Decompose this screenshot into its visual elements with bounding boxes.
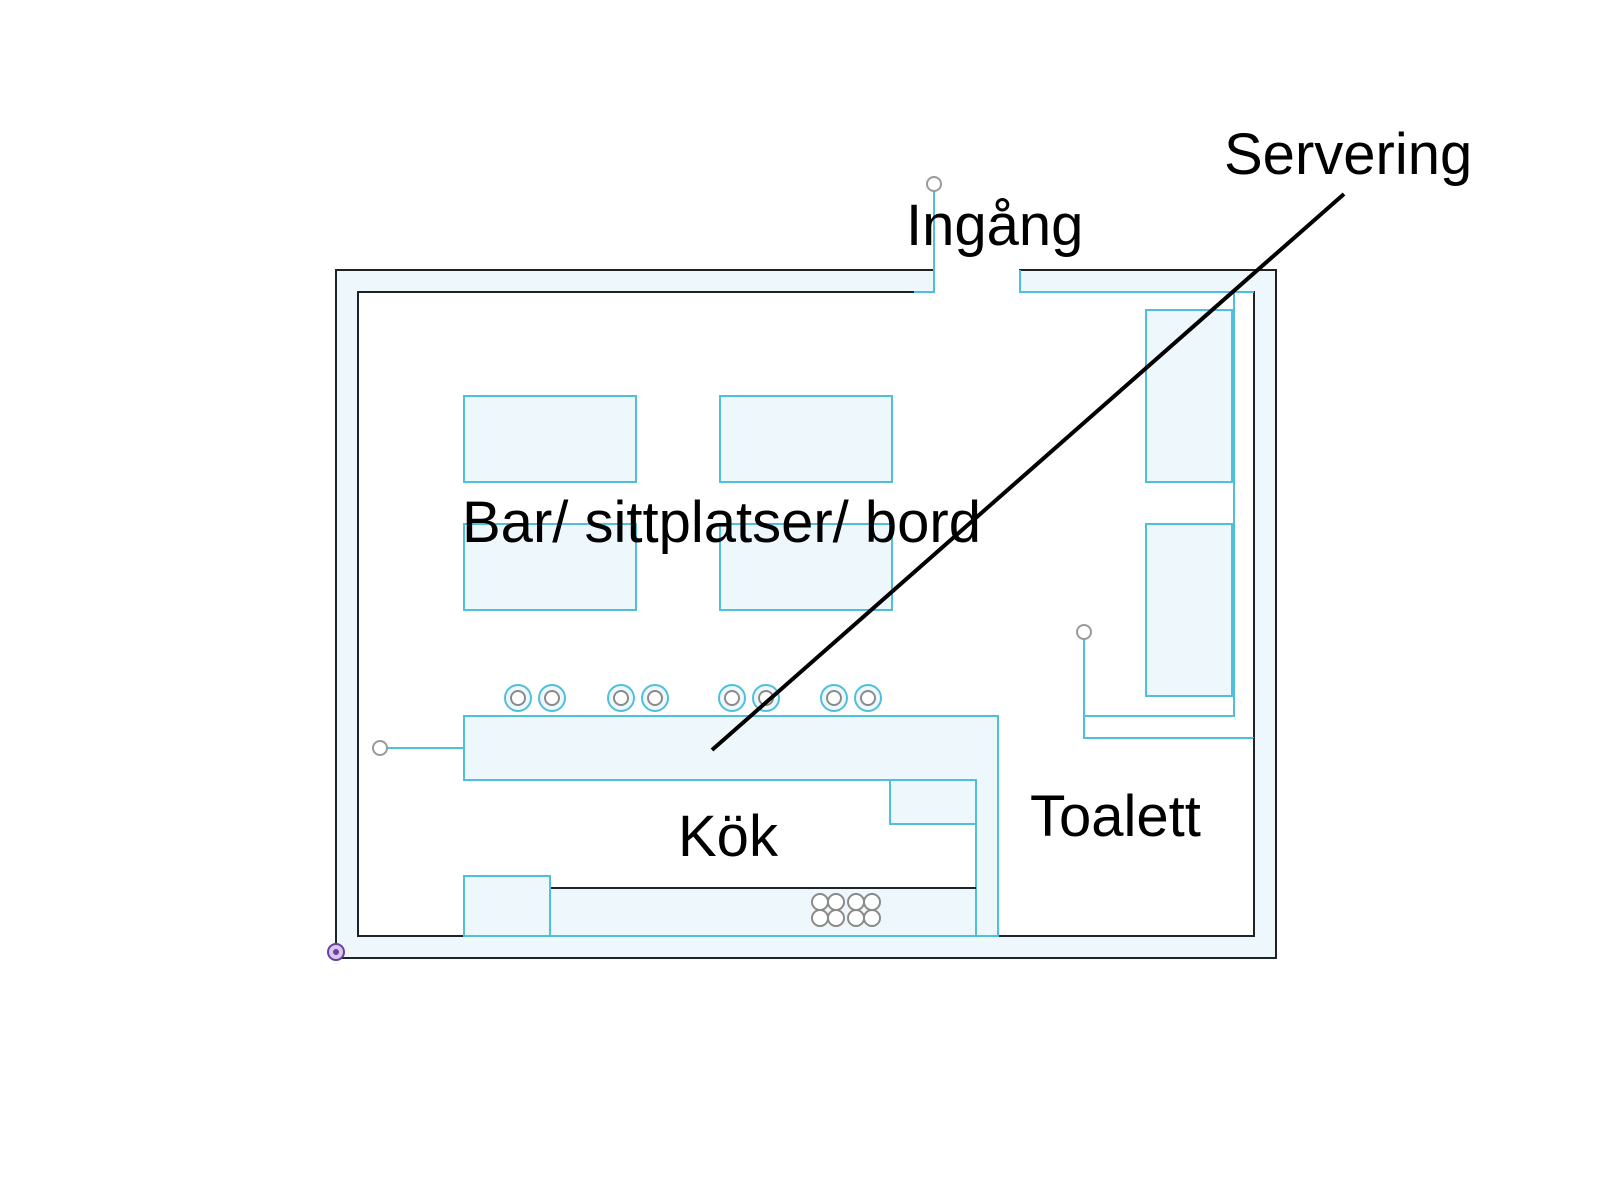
bar-stool-icon	[538, 684, 566, 712]
entrance-marker	[926, 176, 942, 290]
stove-icon	[811, 893, 881, 927]
entrance-handle-icon	[926, 176, 942, 192]
bar-stool-icon	[854, 684, 882, 712]
kitchen-cabinet	[463, 875, 551, 937]
wall-outline-outer	[335, 269, 1277, 959]
wall-fill-patch	[337, 937, 1275, 957]
kitchen-shelf	[889, 779, 977, 825]
tables	[463, 395, 893, 611]
label-toilet: Toalett	[1030, 784, 1201, 849]
outer-walls	[335, 269, 1277, 959]
bar-stool-icon	[504, 684, 532, 712]
label-entrance: Ingång	[906, 193, 1083, 258]
wall-fill-patch	[337, 271, 933, 291]
serving-area	[1084, 292, 1235, 717]
bar-stool-icon	[718, 684, 746, 712]
label-serving: Servering	[1224, 122, 1472, 187]
table-top-left	[463, 395, 637, 483]
table-bottom-left	[463, 523, 637, 611]
table-top-right	[719, 395, 893, 483]
bar-stool-icon	[820, 684, 848, 712]
kitchen-counter	[463, 875, 977, 937]
wall-fill-patch	[337, 271, 357, 957]
bar-stool-icon	[607, 684, 635, 712]
wall-fill-patch	[1021, 271, 1275, 291]
door-jamb-right	[1019, 270, 1254, 293]
bar-handle-icon	[372, 740, 388, 756]
toilet-handle-icon	[1076, 624, 1092, 640]
serving-pointer	[710, 192, 1346, 752]
serving-inner-wall	[1084, 292, 1235, 717]
table-bottom-right	[719, 523, 893, 611]
anchor-point-icon	[327, 943, 345, 961]
label-bar-seating: Bar/ sittplatser/ bord	[462, 490, 981, 555]
wall-fill-patch	[1255, 271, 1275, 957]
label-kitchen: Kök	[678, 804, 779, 869]
bar-stool-icon	[752, 684, 780, 712]
serving-counter-lower	[1145, 523, 1233, 697]
toilet-partition	[1076, 624, 1255, 936]
bar-stools	[504, 684, 882, 712]
bar-stool-icon	[641, 684, 669, 712]
serving-counter-upper	[1145, 309, 1233, 483]
toilet-wall	[1083, 632, 1254, 739]
